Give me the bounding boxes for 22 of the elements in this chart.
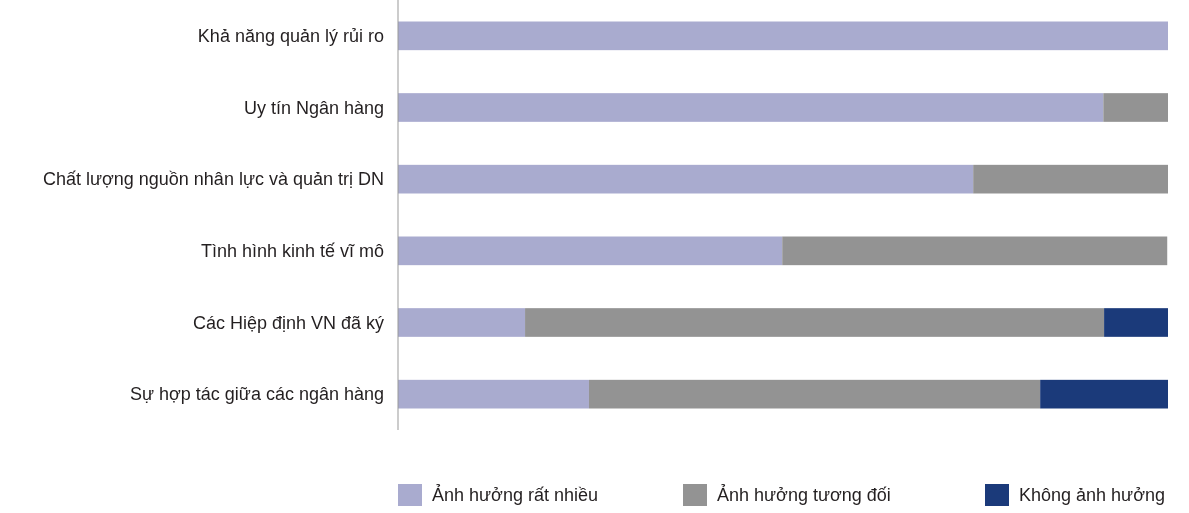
bar <box>1103 93 1168 122</box>
legend-label: Ảnh hưởng rất nhiều <box>432 484 598 506</box>
y-tick-label: Tình hình kinh tế vĩ mô <box>200 241 384 262</box>
y-tick-label: Uy tín Ngân hàng <box>243 97 384 118</box>
bar <box>398 236 783 266</box>
bar <box>398 379 589 409</box>
bar <box>525 308 1105 337</box>
bar <box>398 93 1104 122</box>
y-tick-label: Chất lượng nguồn nhân lực và quản trị DN <box>42 169 384 190</box>
y-tick-label: Sự hợp tác giữa các ngân hàng <box>129 384 384 405</box>
bar <box>1040 379 1168 409</box>
bar <box>1104 308 1168 337</box>
y-tick-label: Khả năng quản lý rủi ro <box>197 26 384 47</box>
bar <box>588 379 1041 409</box>
bar <box>973 164 1168 194</box>
legend-label: Không ảnh hưởng <box>1019 485 1165 506</box>
y-tick-label: Các Hiệp định VN đã ký <box>192 312 384 333</box>
bar <box>398 164 974 194</box>
bar <box>782 236 1168 266</box>
bar <box>398 308 526 337</box>
bar <box>398 21 1168 51</box>
legend-label: Ảnh hưởng tương đối <box>717 484 891 506</box>
